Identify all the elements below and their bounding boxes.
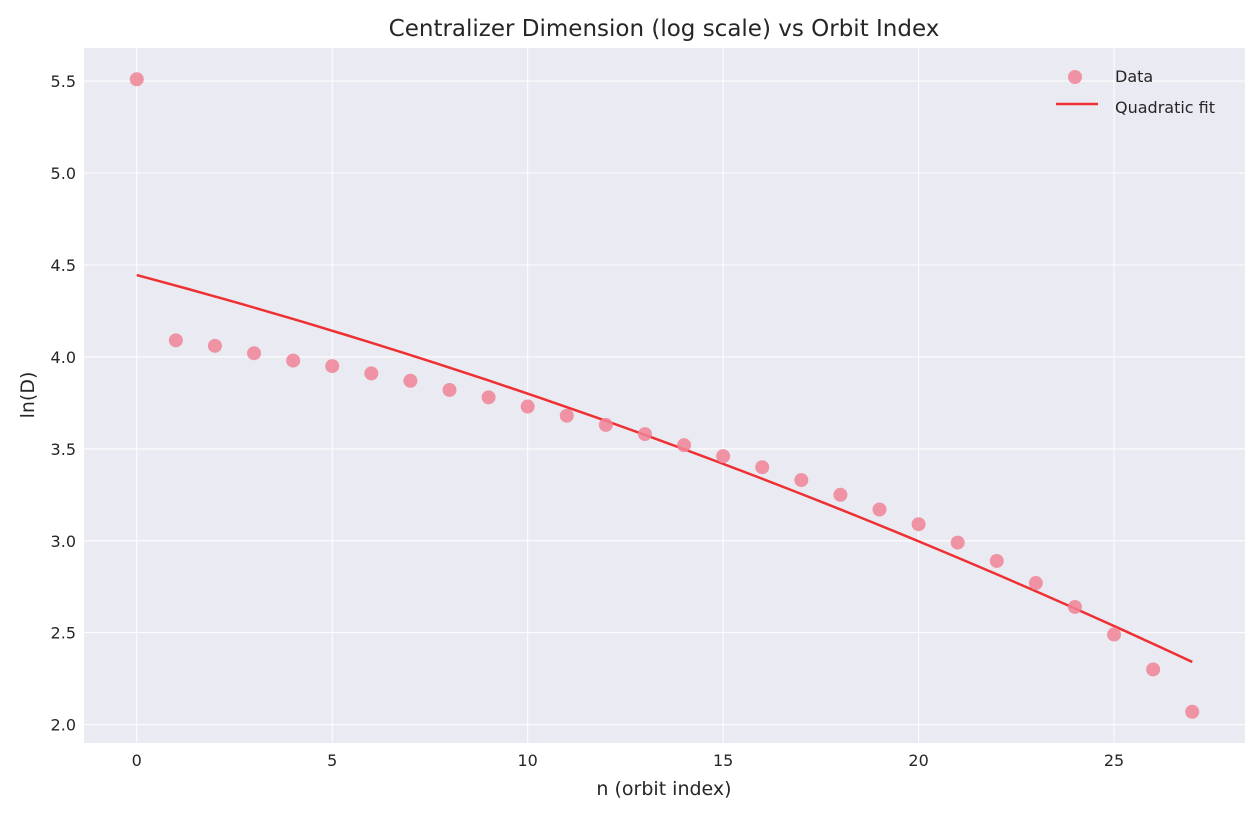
data-point [989, 553, 1004, 568]
data-point [1146, 662, 1161, 677]
grid [84, 48, 1245, 743]
points-layer [129, 72, 1200, 719]
data-point [1185, 704, 1200, 719]
x-axis-label: n (orbit index) [596, 778, 731, 800]
x-tick-label: 20 [908, 751, 928, 770]
x-tick-label: 10 [518, 751, 538, 770]
y-tick-label: 3.0 [51, 532, 76, 551]
data-point [129, 72, 144, 87]
legend-data-label: Data [1115, 67, 1153, 86]
data-point [1028, 576, 1043, 591]
data-point [481, 390, 496, 405]
data-point [637, 427, 652, 442]
data-point [1107, 627, 1122, 642]
legend-fit-label: Quadratic fit [1115, 98, 1215, 117]
data-point [716, 449, 731, 464]
data-point [168, 333, 183, 348]
x-tick-label: 25 [1104, 751, 1124, 770]
y-axis-label: ln(D) [17, 372, 39, 419]
data-point [872, 502, 887, 517]
data-point [1067, 599, 1082, 614]
data-point [833, 487, 848, 502]
y-tick-label: 4.5 [51, 256, 76, 275]
data-point [520, 399, 535, 414]
data-point [286, 353, 301, 368]
data-point [559, 408, 574, 423]
y-tick-label: 3.5 [51, 440, 76, 459]
y-tick-labels: 2.0 2.5 3.0 3.5 4.0 4.5 5.0 5.5 [51, 72, 76, 735]
x-tick-label: 5 [327, 751, 337, 770]
x-tick-label: 15 [713, 751, 733, 770]
data-point [207, 338, 222, 353]
plot-background [84, 48, 1245, 743]
legend-data-marker [1068, 70, 1082, 84]
y-tick-label: 4.0 [51, 348, 76, 367]
data-point [677, 438, 692, 453]
data-point [794, 473, 809, 488]
data-point [755, 460, 770, 475]
x-tick-labels: 0 5 10 15 20 25 [132, 751, 1125, 770]
y-tick-label: 2.5 [51, 624, 76, 643]
y-tick-label: 5.0 [51, 164, 76, 183]
fit-layer [136, 273, 1193, 664]
data-point [247, 346, 262, 361]
data-point [325, 359, 340, 374]
y-tick-label: 5.5 [51, 72, 76, 91]
chart-title: Centralizer Dimension (log scale) vs Orb… [389, 16, 940, 42]
data-point [598, 417, 613, 432]
data-point [364, 366, 379, 381]
legend: Data Quadratic fit [1056, 67, 1215, 117]
data-point [950, 535, 965, 550]
quadratic-fit-line [136, 273, 1193, 664]
data-point [403, 373, 418, 388]
y-tick-label: 2.0 [51, 716, 76, 735]
data-point [911, 517, 926, 532]
data-point [442, 382, 457, 397]
x-tick-label: 0 [132, 751, 142, 770]
